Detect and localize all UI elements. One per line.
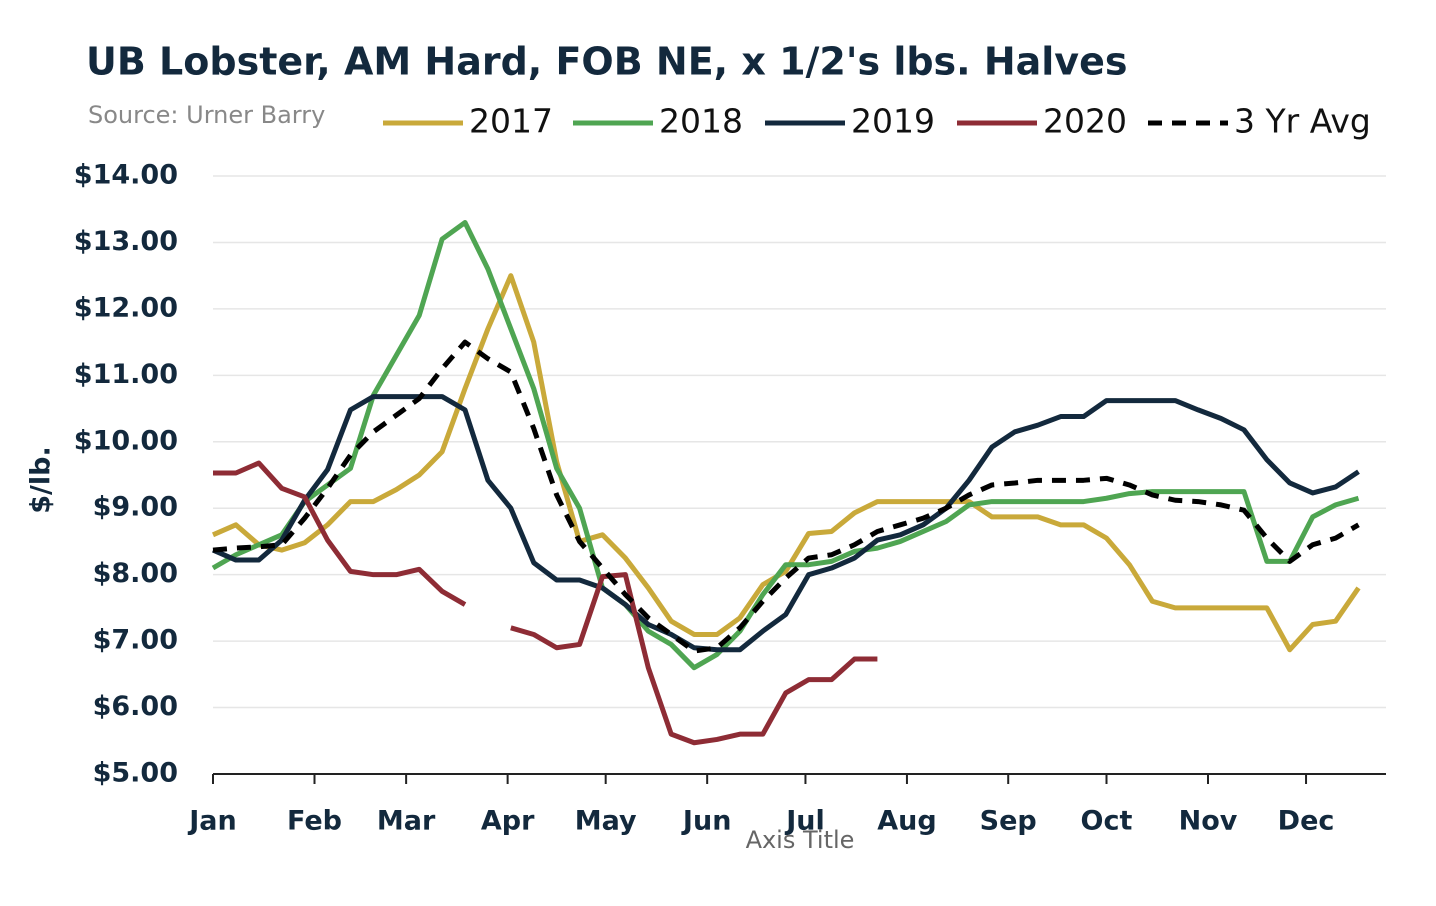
x-tick-label: Mar [377, 806, 436, 837]
legend-label: 2019 [851, 102, 935, 141]
series-line [510, 572, 878, 746]
series-line [211, 220, 1360, 671]
x-tick-label: Feb [287, 806, 342, 837]
legend-label: 2018 [659, 102, 743, 141]
y-tick-label: $6.00 [93, 691, 178, 722]
x-tick-label: Dec [1278, 806, 1335, 837]
y-tick-label: $11.00 [74, 359, 178, 390]
chart-subtitle: Source: Urner Barry [88, 101, 325, 129]
x-tick-label: May [575, 806, 637, 837]
chart-title: UB Lobster, AM Hard, FOB NE, x 1/2's lbs… [86, 40, 1127, 84]
legend-label: 2020 [1043, 102, 1127, 141]
x-tick-label: Sep [980, 806, 1037, 837]
y-axis-title: $/lb. [26, 446, 57, 514]
x-axis-title: Axis Title [746, 826, 855, 854]
y-tick-label: $8.00 [93, 558, 178, 589]
x-tick-label: Apr [481, 806, 535, 837]
y-tick-label: $9.00 [93, 492, 178, 523]
y-tick-label: $14.00 [74, 160, 178, 191]
y-tick-label: $13.00 [74, 226, 178, 257]
x-tick-label: Jul [784, 806, 825, 837]
x-tick-label: Jun [681, 806, 732, 837]
y-tick-label: $10.00 [74, 425, 178, 456]
legend-label: 3 Yr Avg [1234, 102, 1371, 141]
series-line [212, 273, 1361, 653]
series-line [212, 394, 1360, 653]
y-tick-label: $7.00 [93, 625, 178, 656]
y-tick-label: $5.00 [93, 758, 178, 789]
x-tick-label: Oct [1081, 806, 1133, 837]
y-tick-label: $12.00 [74, 292, 178, 323]
series-line [212, 339, 1360, 654]
x-tick-label: Jan [187, 806, 237, 837]
series-line [213, 460, 467, 607]
x-tick-label: Aug [877, 806, 936, 837]
legend-label: 2017 [469, 102, 553, 141]
x-tick-label: Nov [1179, 806, 1238, 837]
